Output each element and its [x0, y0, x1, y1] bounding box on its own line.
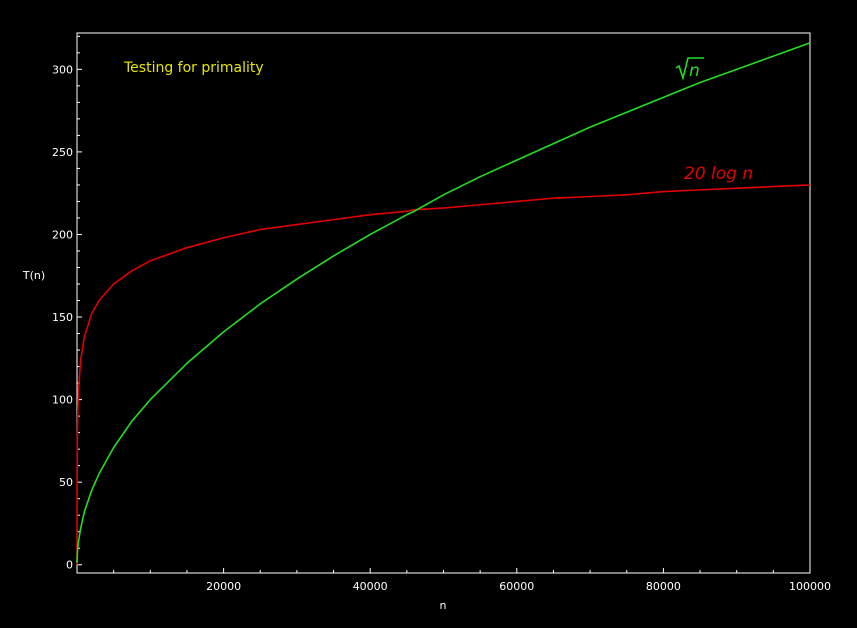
x-ticks: 20000 40000 60000 80000 100000: [113, 568, 831, 593]
y-tick-label: 0: [66, 559, 73, 572]
sqrt-label-var: n: [689, 61, 700, 81]
log-label-prefix: 20 log: [684, 164, 742, 184]
series-line-sqrt: [76, 42, 811, 564]
y-tick-label: 200: [52, 228, 73, 241]
series-label-log: 20 log n: [684, 164, 753, 184]
log-label-var: n: [742, 164, 753, 184]
series-layer: [76, 42, 811, 565]
y-axis-label: T(n): [22, 269, 45, 282]
y-tick-label: 150: [52, 311, 73, 324]
x-tick-label: 20000: [206, 580, 241, 593]
y-tick-label: 300: [52, 63, 73, 76]
y-ticks: 0 50 100 150 200 250 300: [52, 35, 82, 572]
series-label-sqrt: n: [675, 57, 704, 81]
series-line-log: [76, 184, 811, 565]
x-tick-label: 40000: [353, 580, 388, 593]
sqrt-radical-icon: [675, 57, 704, 81]
y-tick-label: 100: [52, 394, 73, 407]
x-tick-label: 100000: [789, 580, 831, 593]
y-tick-label: 250: [52, 146, 73, 159]
x-tick-label: 60000: [499, 580, 534, 593]
y-tick-label: 50: [59, 476, 73, 489]
chart-title: Testing for primality: [123, 60, 264, 76]
x-axis-label: n: [440, 599, 447, 612]
x-tick-label: 80000: [646, 580, 681, 593]
